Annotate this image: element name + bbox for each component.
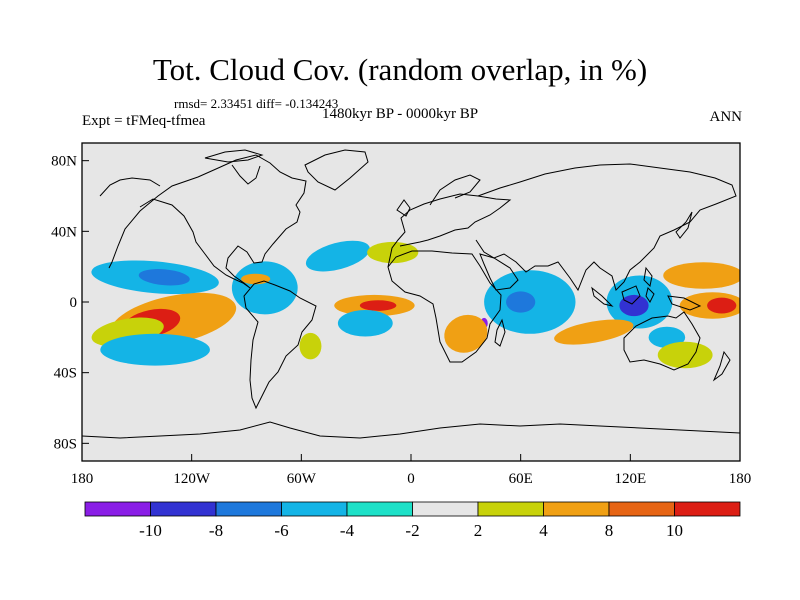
period-label: 1480kyr BP - 0000kyr BP (322, 106, 479, 122)
colorbar-swatch-0 (84, 501, 151, 517)
anomaly-region-18 (444, 314, 488, 353)
season-label: ANN (709, 109, 743, 125)
y-tick-label-1: 40N (51, 224, 77, 240)
coastline-australia (623, 311, 701, 371)
coastline-new-zealand (712, 350, 731, 382)
y-tick-label-3: 40S (54, 366, 77, 382)
anomaly-region-16 (506, 291, 536, 313)
anomaly-regions (91, 240, 740, 369)
coastline-europe (387, 193, 512, 268)
coastline-asia (475, 163, 737, 292)
coastline-arabia (479, 253, 519, 291)
rmsd-diff-stats: rmsd= 2.33451 diff= -0.134243 (174, 96, 339, 111)
coastline-britain (396, 199, 411, 217)
x-tick-label-3: 0 (407, 471, 415, 487)
coastline-africa (387, 250, 502, 363)
anomaly-region-8 (241, 273, 271, 285)
experiment-label: Expt = tFMeq-tfmea (82, 113, 206, 129)
colorbar-swatch-1 (150, 501, 217, 517)
coastline-borneo (621, 285, 641, 305)
colorbar-label-8: 10 (666, 521, 683, 540)
coastline-greenland (304, 149, 369, 191)
coastline-madagascar (494, 318, 506, 347)
x-tick-label-2: 60W (287, 471, 317, 487)
x-tick-label-4: 60E (509, 471, 533, 487)
colorbar-swatch-5 (412, 501, 479, 517)
y-tick-label-0: 80N (51, 154, 77, 170)
anomaly-region-14 (299, 332, 322, 360)
anomaly-region-12 (359, 300, 397, 311)
coastline-alaska (99, 177, 161, 197)
coastline-sumatra (591, 286, 614, 307)
coastline-arctic-islands (204, 149, 264, 163)
colorbar: -10 -8 -6 -4 -2 2 4 8 10 (84, 501, 741, 540)
anomaly-region-24 (554, 319, 634, 345)
coastline-sulawesi (645, 287, 655, 303)
coastline-philippines (643, 266, 653, 288)
anomaly-region-23 (707, 297, 737, 314)
anomaly-region-7 (231, 261, 298, 315)
colorbar-label-0: -10 (139, 521, 162, 540)
colorbar-swatch-8 (608, 501, 675, 517)
x-tick-label-6: 180 (729, 471, 752, 487)
coastline-antarctica (82, 421, 740, 439)
coastline-scandinavia (429, 174, 481, 206)
colorbar-swatch-7 (543, 501, 610, 517)
coastline-new-guinea (667, 295, 702, 311)
x-tick-label-5: 120E (614, 471, 646, 487)
colorbar-label-6: 4 (539, 521, 548, 540)
coastline-north-america (108, 154, 307, 289)
x-tick-label-1: 120W (173, 471, 211, 487)
colorbar-swatch-3 (281, 501, 348, 517)
colorbar-swatch-4 (346, 501, 413, 517)
anomaly-region-10 (367, 241, 419, 264)
anomaly-region-13 (337, 309, 393, 337)
anomaly-region-6 (138, 269, 190, 286)
anomaly-region-4 (100, 333, 210, 366)
colorbar-label-4: -2 (405, 521, 419, 540)
anomaly-region-26 (657, 341, 713, 369)
anomaly-region-21 (663, 262, 740, 289)
colorbar-swatch-9 (674, 501, 741, 517)
chart-title: Tot. Cloud Cov. (random overlap, in %) (152, 52, 648, 87)
coastline-japan (675, 211, 693, 239)
y-tick-label-2: 0 (70, 295, 78, 311)
colorbar-swatch-6 (477, 501, 544, 517)
coastlines (82, 149, 740, 439)
anomaly-region-9 (305, 240, 370, 272)
coastline-hudson-bay (231, 164, 261, 185)
y-tick-label-4: 80S (54, 436, 77, 452)
coastline-south-america (243, 280, 317, 410)
x-axis: 180 120W 60W 0 60E 120E 180 (71, 454, 752, 487)
colorbar-label-5: 2 (474, 521, 483, 540)
colorbar-swatch-2 (215, 501, 282, 517)
y-axis: 80N 40N 0 40S 80S (51, 154, 89, 452)
x-tick-label-0: 180 (71, 471, 94, 487)
colorbar-label-7: 8 (605, 521, 614, 540)
colorbar-label-3: -4 (340, 521, 355, 540)
colorbar-label-2: -6 (274, 521, 288, 540)
colorbar-label-1: -8 (209, 521, 223, 540)
anomaly-region-20 (619, 294, 649, 317)
